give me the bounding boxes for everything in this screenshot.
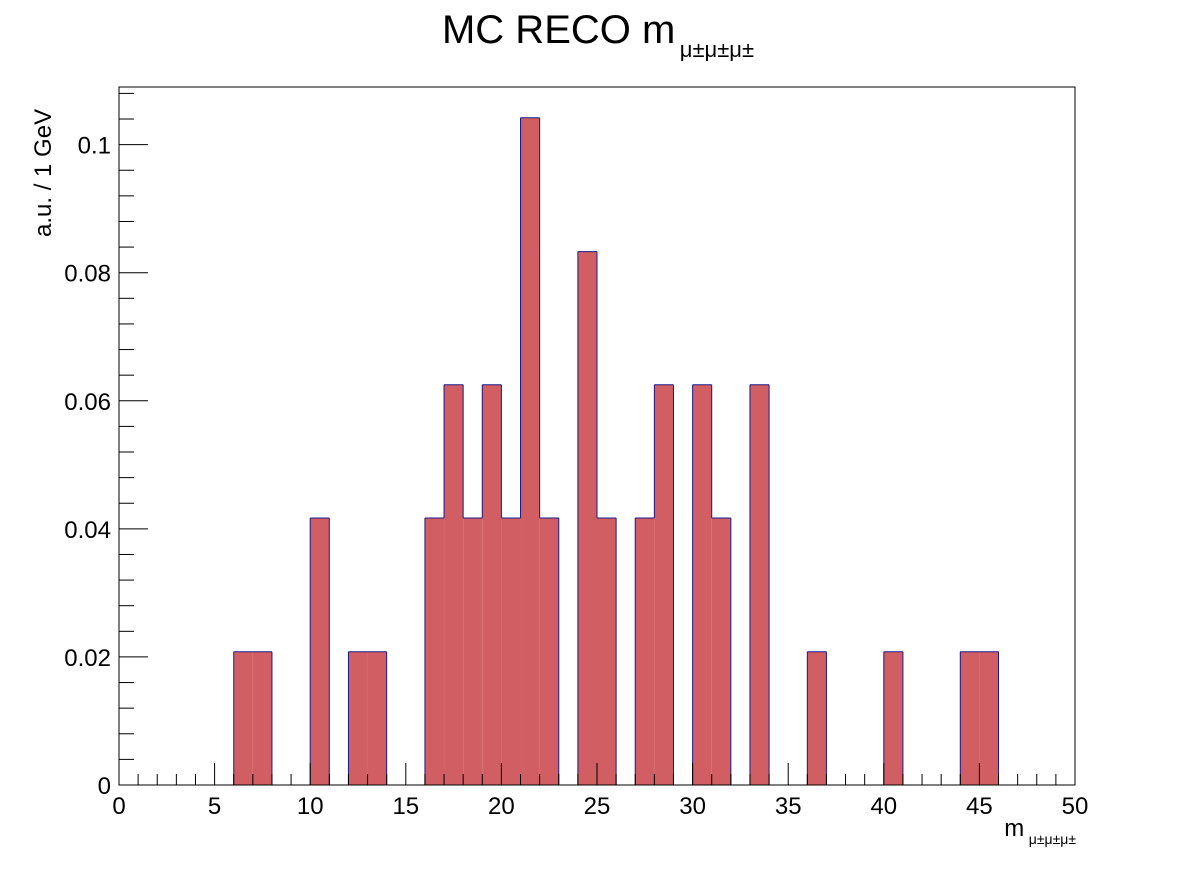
histogram-bars	[233, 117, 1000, 786]
chart-title-main: MC RECO m	[442, 8, 675, 52]
x-tick-label: 25	[584, 793, 611, 820]
x-axis-label: m μ±μ±μ±	[1004, 815, 1076, 847]
histogram-bar	[960, 651, 980, 785]
x-tick-label: 0	[112, 793, 125, 820]
histogram-bar	[501, 517, 521, 785]
y-tick-label: 0.06	[64, 389, 111, 416]
histogram-bar	[463, 517, 483, 785]
x-tick-label: 20	[488, 793, 515, 820]
histogram-bar	[654, 384, 674, 785]
y-tick-label: 0.1	[78, 133, 111, 160]
histogram-bar	[883, 651, 903, 785]
histogram-bar	[310, 517, 330, 785]
x-axis-label-subscript: μ±μ±μ±	[1029, 831, 1077, 847]
histogram-bar	[539, 517, 559, 785]
x-tick-label: 50	[1062, 793, 1089, 820]
histogram-bar	[367, 651, 387, 785]
histogram-outline	[233, 117, 1000, 785]
y-tick-label: 0	[98, 773, 111, 800]
histogram-bar	[482, 384, 502, 785]
x-tick-label: 35	[775, 793, 802, 820]
y-axis-label: a.u. / 1 GeV	[30, 109, 57, 237]
x-tick-label: 10	[297, 793, 324, 820]
histogram-bar	[692, 384, 712, 785]
chart-title-subscript: μ±μ±μ±	[680, 37, 754, 62]
histogram-bar	[807, 651, 827, 785]
x-tick-label: 45	[966, 793, 993, 820]
x-tick-label: 40	[870, 793, 897, 820]
histogram-bar	[348, 651, 368, 785]
y-tick-label: 0.02	[64, 645, 111, 672]
histogram-bar	[979, 651, 999, 785]
y-tick-label: 0.08	[64, 261, 111, 288]
x-tick-label: 15	[392, 793, 419, 820]
histogram-bar	[635, 517, 655, 785]
x-tick-label: 30	[679, 793, 706, 820]
axes: 0 5 10 15 20 25 30 35 40 45 50 0 0.02 0.04 0.06 0.08 0.1	[64, 86, 1089, 820]
histogram-bar	[577, 251, 597, 785]
histogram-bar	[252, 651, 272, 785]
y-tick-label: 0.04	[64, 517, 111, 544]
histogram-bar	[749, 384, 770, 785]
histogram-bar	[711, 517, 731, 785]
histogram-bar	[424, 517, 445, 785]
histogram-bar	[444, 384, 464, 785]
histogram-bar	[597, 517, 617, 785]
chart-title: MC RECO m μ±μ±μ±	[442, 8, 754, 62]
x-axis-label-main: m	[1004, 815, 1024, 842]
histogram-bar	[520, 117, 540, 786]
x-tick-label: 5	[208, 793, 221, 820]
histogram-bar	[233, 651, 253, 785]
